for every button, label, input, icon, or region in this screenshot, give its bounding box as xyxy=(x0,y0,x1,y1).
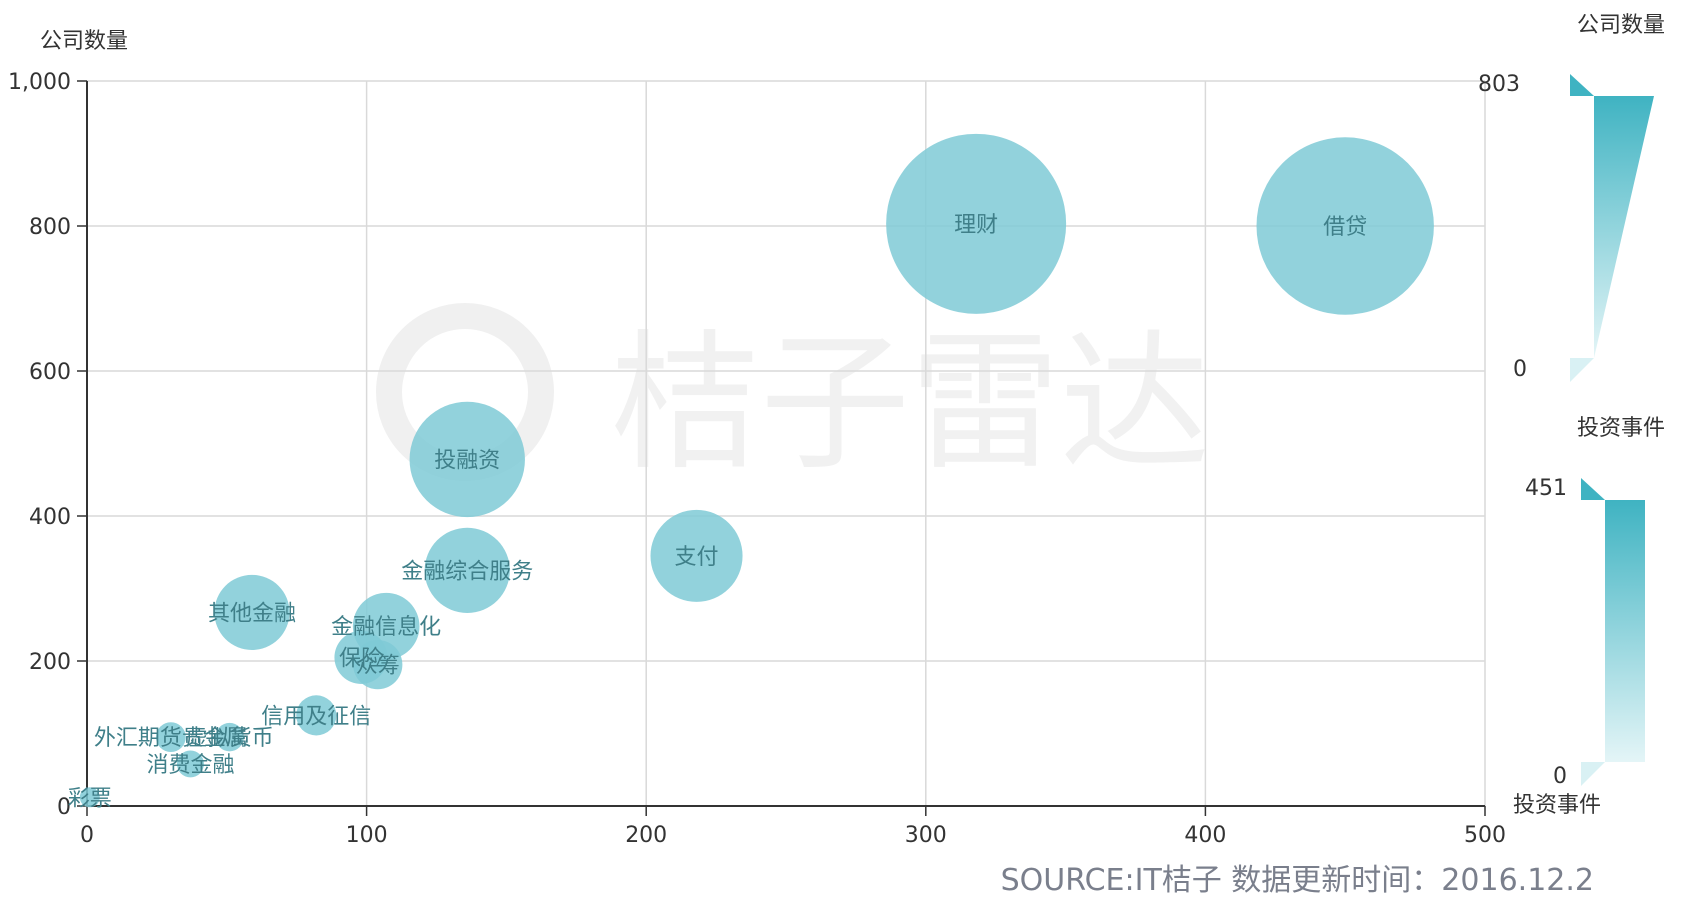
bubble-point[interactable] xyxy=(215,722,244,752)
legend-investment-min-handle-icon[interactable] xyxy=(1581,762,1605,786)
x-tick-label: 0 xyxy=(80,823,94,848)
legend-investment-max: 451 xyxy=(1525,476,1567,501)
y-tick-label: 800 xyxy=(29,215,71,240)
legend-investment-events[interactable]: 投资事件 451 0 投资事件 xyxy=(1513,416,1665,818)
y-tick-label: 600 xyxy=(29,360,71,385)
bubble-label: 借贷 xyxy=(1323,215,1367,240)
legend-company-count[interactable]: 公司数量 803 0 xyxy=(1478,13,1665,382)
bubble-point[interactable] xyxy=(1256,137,1434,315)
bubble-point[interactable] xyxy=(176,750,204,778)
bubble-label: 保险 xyxy=(339,646,383,671)
bubble-label: 理财 xyxy=(954,213,998,238)
y-tick-label: 0 xyxy=(57,795,71,820)
bubble-point[interactable] xyxy=(79,787,100,808)
legend-investment-min: 0 xyxy=(1553,764,1567,789)
legend-company-count-title: 公司数量 xyxy=(1577,13,1665,38)
bubble-label: 众筹 xyxy=(356,654,400,679)
bubble-point[interactable] xyxy=(353,640,403,690)
bubble-label: 其他金融 xyxy=(208,601,296,626)
x-tick-label: 300 xyxy=(905,823,947,848)
y-tick-label: 1,000 xyxy=(8,70,71,95)
legend-investment-max-handle-icon[interactable] xyxy=(1581,478,1605,500)
y-axis-title: 公司数量 xyxy=(40,29,128,54)
bubble-point[interactable] xyxy=(886,133,1067,314)
bubble-point[interactable] xyxy=(424,527,510,613)
bubble-label: 信用及征信 xyxy=(261,704,371,729)
bubble-labels: 理财 借贷投融资支付金融综合服务其他金融金融信息化保险众筹信用及征信外汇期货贵金属… xyxy=(68,213,1367,811)
x-tick-label: 100 xyxy=(346,823,388,848)
bubble-label: 支付 xyxy=(675,545,719,570)
axes: 0 100 200 300 400 500 0 200 400 600 800 1,000 xyxy=(8,70,1506,848)
bubble-label: 彩票 xyxy=(68,786,112,811)
bubble-label: 消费金融 xyxy=(146,753,234,778)
bubble-point[interactable] xyxy=(214,574,290,651)
bubble-label: 外汇期货贵金属 xyxy=(94,726,248,751)
x-tick-label: 500 xyxy=(1464,823,1506,848)
legend-company-count-max: 803 xyxy=(1478,72,1520,97)
bubble-label: 投融资 xyxy=(434,448,500,473)
bubble-label: 虚拟货币 xyxy=(186,726,274,751)
bubble-point[interactable] xyxy=(296,695,337,736)
bubble-label: 金融综合服务 xyxy=(401,559,533,584)
bubble-point[interactable] xyxy=(155,722,186,753)
legend-company-count-min: 0 xyxy=(1513,357,1527,382)
y-tick-label: 400 xyxy=(29,505,71,530)
bubble-point[interactable] xyxy=(650,509,743,602)
legend-investment-title: 投资事件 xyxy=(1577,416,1665,441)
legend-max-handle-icon[interactable] xyxy=(1570,74,1594,96)
x-tick-label: 400 xyxy=(1184,823,1226,848)
source-note: SOURCE:IT桔子 数据更新时间：2016.12.2 xyxy=(1001,863,1594,898)
legend-investment-bar xyxy=(1605,500,1645,762)
bubbles xyxy=(79,133,1434,808)
watermark-text: 桔子雷达 xyxy=(610,317,1210,491)
y-tick-label: 200 xyxy=(29,650,71,675)
bubble-point[interactable] xyxy=(409,401,525,518)
bubble-label: 金融信息化 xyxy=(331,615,441,640)
legend-investment-bottom-title: 投资事件 xyxy=(1513,793,1601,818)
legend-min-handle-icon[interactable] xyxy=(1570,358,1594,382)
legend-company-count-bar xyxy=(1594,96,1654,358)
x-tick-label: 200 xyxy=(625,823,667,848)
